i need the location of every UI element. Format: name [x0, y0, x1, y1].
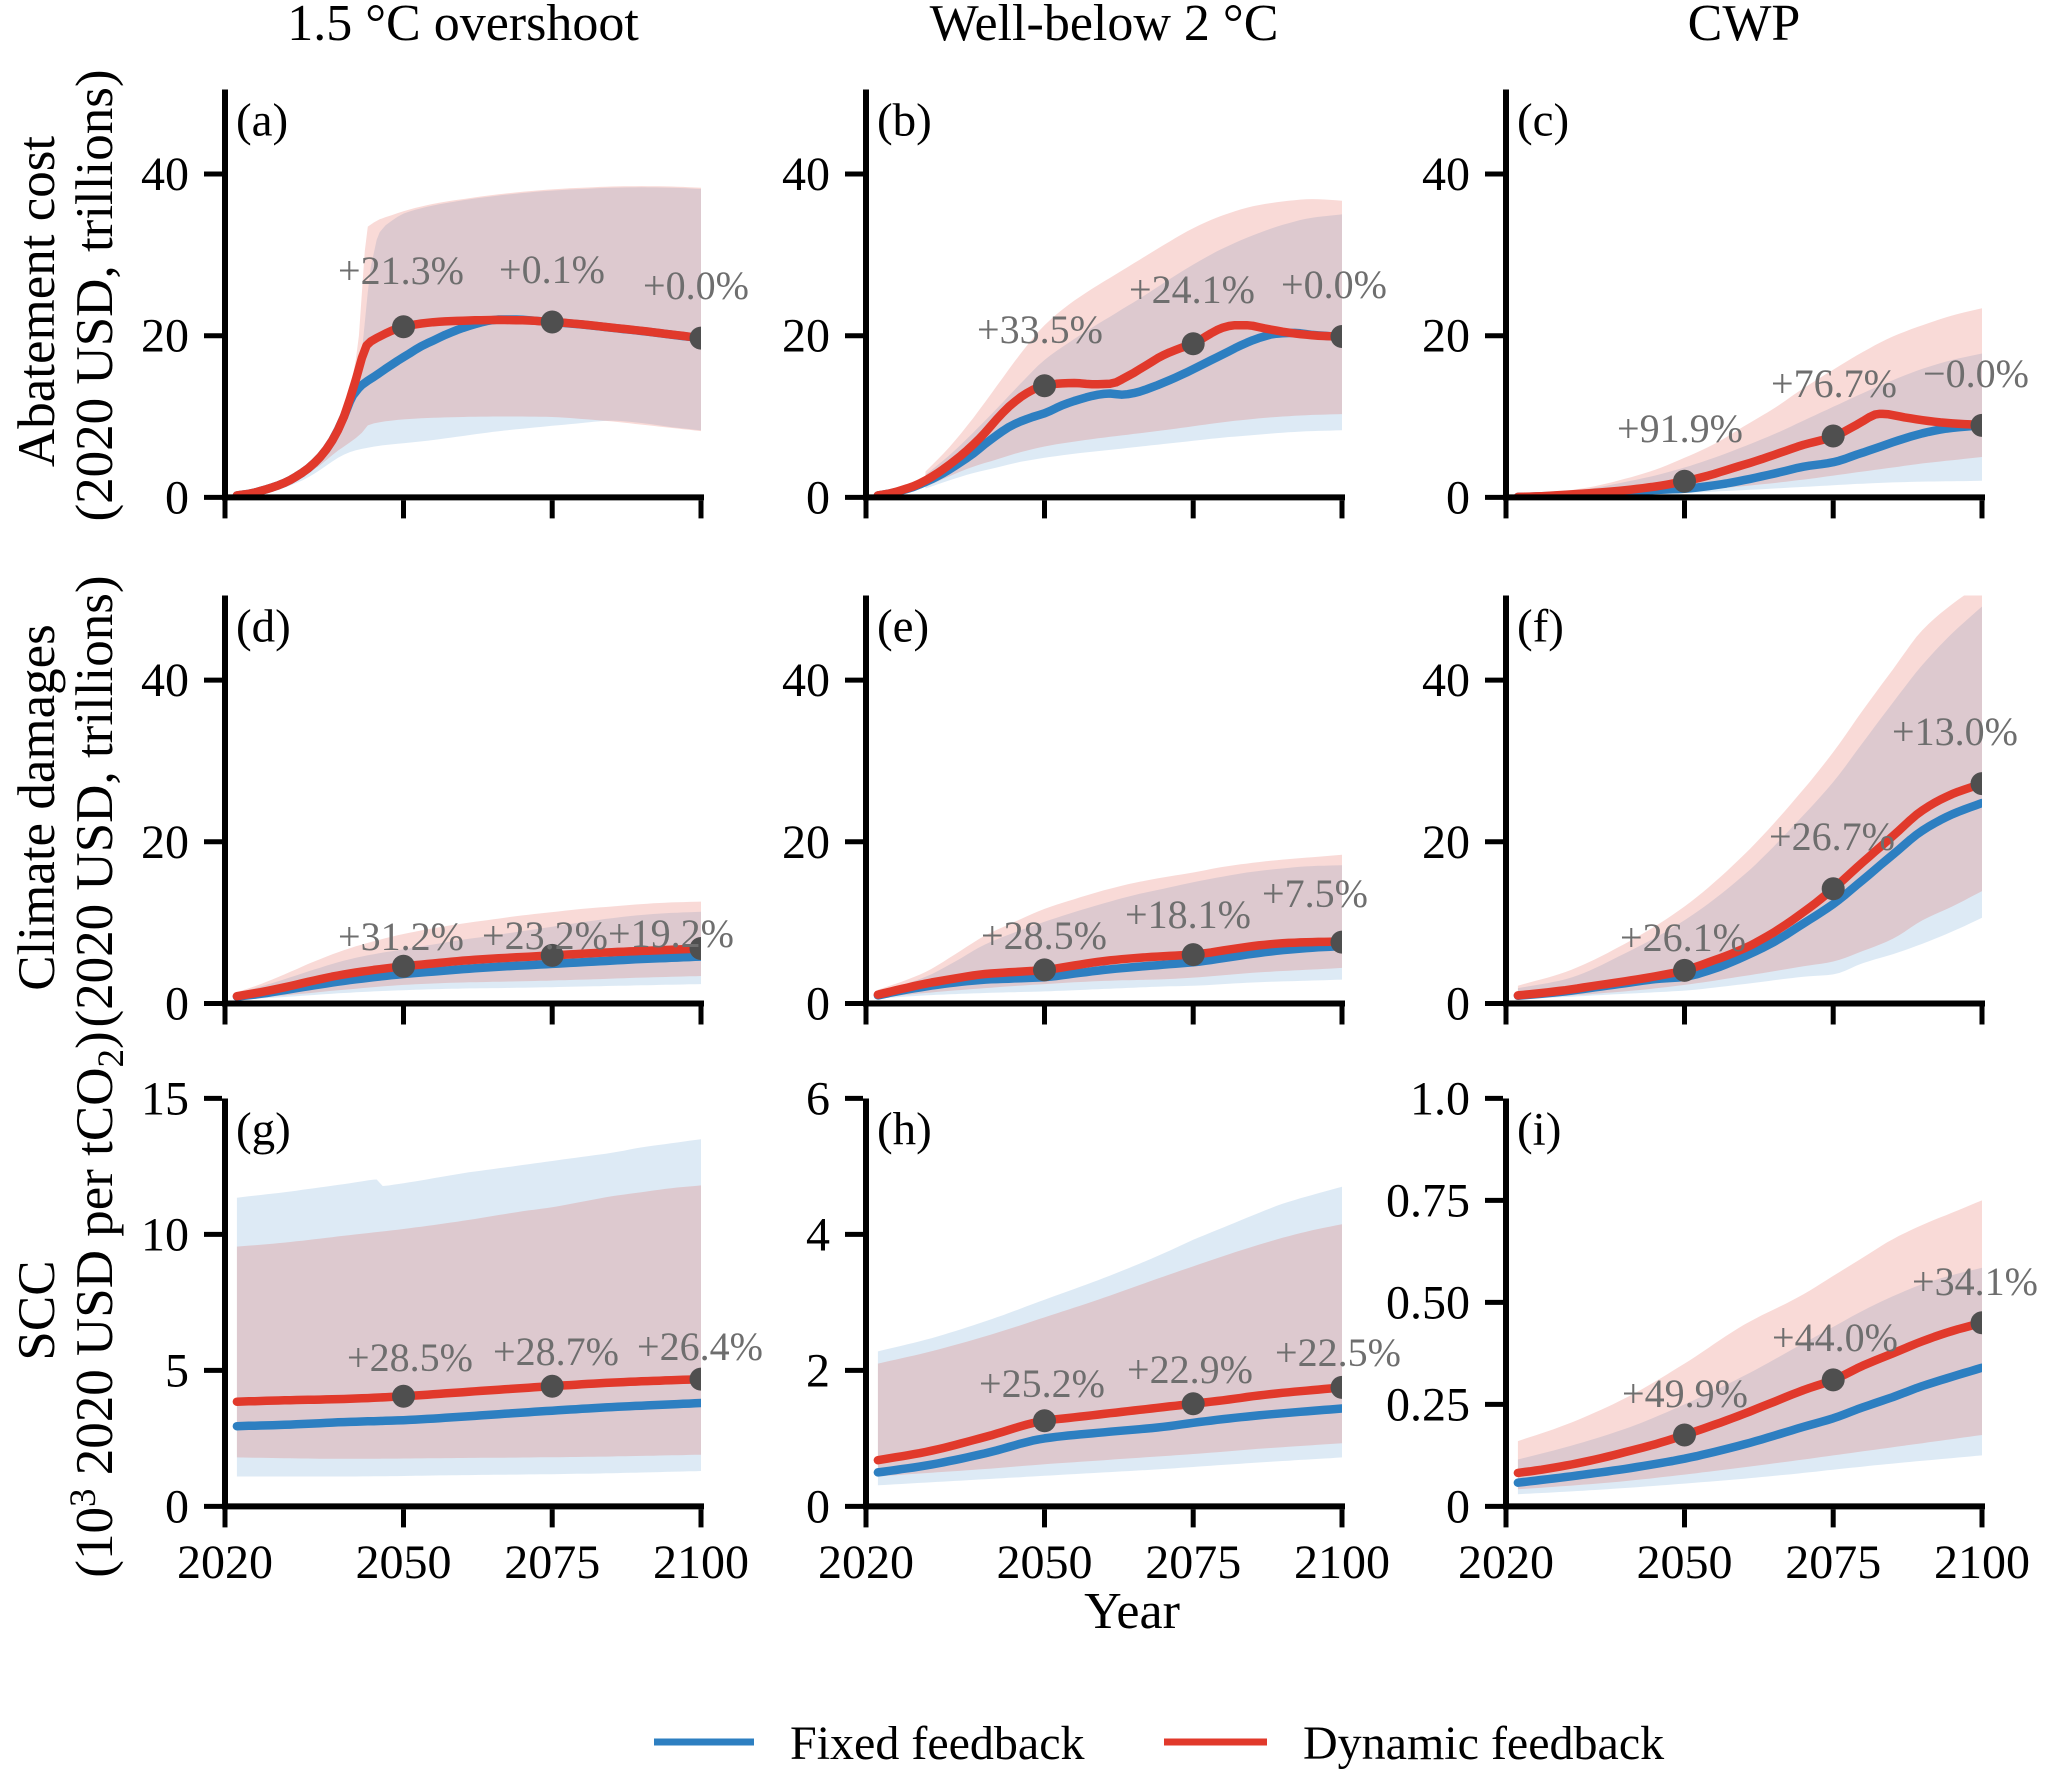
svg-text:Year: Year [1084, 1583, 1180, 1640]
svg-text:+21.3%: +21.3% [338, 248, 464, 293]
svg-text:(c): (c) [1517, 95, 1569, 147]
svg-text:0: 0 [165, 471, 189, 524]
svg-text:Abatement cost: Abatement cost [8, 136, 66, 467]
svg-text:+22.5%: +22.5% [1275, 1330, 1401, 1375]
svg-text:2100: 2100 [1934, 1536, 2030, 1589]
svg-text:2075: 2075 [504, 1536, 600, 1589]
svg-text:(d): (d) [236, 601, 291, 653]
svg-text:2050: 2050 [1637, 1536, 1733, 1589]
svg-text:+49.9%: +49.9% [1622, 1371, 1748, 1416]
svg-text:+91.9%: +91.9% [1617, 406, 1743, 451]
svg-text:(f): (f) [1517, 601, 1564, 653]
svg-text:0: 0 [806, 978, 830, 1031]
svg-text:+28.5%: +28.5% [347, 1335, 473, 1380]
svg-text:+24.1%: +24.1% [1129, 267, 1255, 312]
svg-text:+76.7%: +76.7% [1771, 361, 1897, 406]
svg-text:(2020 USD, trillions): (2020 USD, trillions) [66, 70, 124, 522]
svg-text:1.0: 1.0 [1410, 1072, 1470, 1125]
svg-text:1.5 °C overshoot: 1.5 °C overshoot [287, 0, 639, 52]
svg-text:20: 20 [782, 816, 830, 869]
svg-text:2050: 2050 [997, 1536, 1093, 1589]
svg-text:+0.1%: +0.1% [499, 247, 605, 292]
svg-text:4: 4 [806, 1208, 830, 1261]
svg-text:+28.5%: +28.5% [981, 913, 1107, 958]
svg-text:2075: 2075 [1785, 1536, 1881, 1589]
svg-text:20: 20 [141, 816, 189, 869]
svg-text:+13.0%: +13.0% [1892, 709, 2018, 754]
svg-text:+26.7%: +26.7% [1769, 814, 1895, 859]
svg-text:0.50: 0.50 [1386, 1276, 1470, 1329]
svg-text:2050: 2050 [356, 1536, 452, 1589]
svg-text:2020: 2020 [1458, 1536, 1554, 1589]
svg-text:20: 20 [1422, 816, 1470, 869]
svg-text:2075: 2075 [1145, 1536, 1241, 1589]
svg-text:40: 40 [141, 654, 189, 707]
svg-text:(2020 USD, trillions): (2020 USD, trillions) [66, 576, 124, 1028]
svg-text:2020: 2020 [818, 1536, 914, 1589]
svg-text:0: 0 [806, 1480, 830, 1533]
svg-text:(e): (e) [877, 601, 929, 653]
svg-text:(h): (h) [877, 1104, 932, 1156]
svg-text:+44.0%: +44.0% [1772, 1315, 1898, 1360]
svg-text:+34.1%: +34.1% [1912, 1259, 2038, 1304]
svg-text:0: 0 [165, 1480, 189, 1533]
svg-text:+25.2%: +25.2% [979, 1361, 1105, 1406]
svg-text:Well-below 2 °C: Well-below 2 °C [930, 0, 1279, 52]
svg-text:+18.1%: +18.1% [1125, 892, 1251, 937]
svg-text:0: 0 [1446, 978, 1470, 1031]
svg-text:20: 20 [1422, 310, 1470, 363]
svg-text:+7.5%: +7.5% [1262, 871, 1368, 916]
svg-text:(b): (b) [877, 95, 932, 147]
svg-text:+22.9%: +22.9% [1127, 1347, 1253, 1392]
svg-text:+28.7%: +28.7% [493, 1329, 619, 1374]
svg-text:(103 2020 USD per tCO2): (103 2020 USD per tCO2) [63, 1031, 132, 1577]
svg-text:15: 15 [141, 1072, 189, 1125]
svg-text:(a): (a) [236, 95, 288, 147]
svg-text:+19.2%: +19.2% [608, 911, 734, 956]
svg-text:+0.0%: +0.0% [643, 263, 749, 308]
svg-text:(g): (g) [236, 1104, 291, 1156]
svg-text:20: 20 [141, 310, 189, 363]
svg-text:10: 10 [141, 1208, 189, 1261]
svg-text:40: 40 [1422, 654, 1470, 707]
svg-text:2100: 2100 [1294, 1536, 1390, 1589]
svg-text:(i): (i) [1517, 1104, 1561, 1156]
svg-text:−0.0%: −0.0% [1923, 351, 2029, 396]
svg-text:20: 20 [782, 310, 830, 363]
svg-text:2020: 2020 [177, 1536, 273, 1589]
svg-text:0: 0 [1446, 471, 1470, 524]
svg-text:0: 0 [1446, 1480, 1470, 1533]
svg-text:2100: 2100 [653, 1536, 749, 1589]
svg-text:0: 0 [806, 471, 830, 524]
svg-text:0: 0 [165, 978, 189, 1031]
svg-text:0.25: 0.25 [1386, 1378, 1470, 1431]
svg-text:Fixed feedback: Fixed feedback [790, 1717, 1085, 1770]
svg-text:2: 2 [806, 1344, 830, 1397]
svg-text:+26.4%: +26.4% [637, 1324, 763, 1369]
svg-text:40: 40 [782, 654, 830, 707]
svg-text:+33.5%: +33.5% [977, 307, 1103, 352]
svg-text:+23.2%: +23.2% [482, 913, 608, 958]
svg-text:Dynamic feedback: Dynamic feedback [1303, 1717, 1664, 1770]
svg-text:40: 40 [1422, 148, 1470, 201]
svg-text:6: 6 [806, 1072, 830, 1125]
svg-text:+26.1%: +26.1% [1620, 915, 1746, 960]
svg-text:SCC: SCC [8, 1260, 66, 1360]
svg-text:5: 5 [165, 1344, 189, 1397]
svg-text:CWP: CWP [1688, 0, 1801, 52]
svg-text:+0.0%: +0.0% [1281, 262, 1387, 307]
svg-text:+31.2%: +31.2% [338, 914, 464, 959]
svg-text:40: 40 [141, 148, 189, 201]
svg-text:Climate damages: Climate damages [8, 624, 66, 990]
svg-text:40: 40 [782, 148, 830, 201]
svg-text:0.75: 0.75 [1386, 1174, 1470, 1227]
